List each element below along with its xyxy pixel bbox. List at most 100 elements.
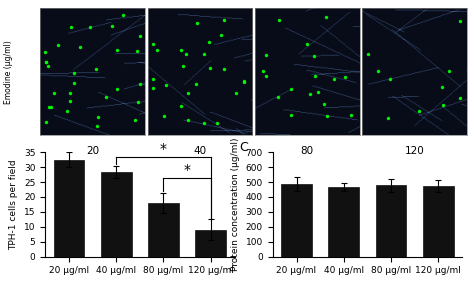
Point — [119, 13, 127, 17]
Text: 120: 120 — [405, 146, 424, 156]
Point — [149, 85, 157, 90]
Point — [220, 67, 228, 71]
Point — [193, 21, 201, 25]
Point — [95, 115, 102, 119]
Point — [263, 53, 270, 58]
Point — [50, 91, 58, 96]
Point — [438, 85, 446, 89]
Point — [86, 25, 93, 29]
Point — [179, 64, 187, 69]
Point — [66, 91, 74, 96]
Point — [41, 50, 49, 54]
Y-axis label: Protein concentration (μg/ml): Protein concentration (μg/ml) — [231, 138, 240, 271]
Point — [92, 67, 100, 71]
Point — [364, 51, 372, 56]
Point — [386, 77, 394, 81]
Point — [240, 80, 248, 85]
Point — [415, 109, 423, 113]
Point — [42, 60, 50, 65]
Point — [177, 104, 185, 108]
Point — [456, 96, 464, 100]
Point — [374, 69, 382, 73]
Point — [102, 95, 109, 100]
Point — [213, 121, 220, 126]
Point — [67, 25, 75, 30]
Point — [184, 91, 191, 96]
Point — [456, 19, 464, 23]
Text: 40: 40 — [193, 146, 207, 156]
Point — [331, 77, 338, 81]
Bar — [328, 187, 359, 257]
Point — [322, 15, 330, 19]
Point — [342, 74, 349, 79]
Point — [177, 48, 185, 53]
Point — [66, 99, 73, 103]
Point — [384, 116, 392, 120]
Point — [42, 120, 50, 124]
Point — [200, 51, 208, 56]
Point — [136, 81, 144, 86]
Point — [192, 81, 200, 86]
Point — [274, 95, 282, 100]
Point — [201, 120, 208, 125]
Bar — [281, 184, 312, 257]
Point — [76, 44, 83, 49]
Bar — [423, 186, 454, 257]
Point — [44, 64, 51, 69]
Bar — [375, 185, 406, 257]
Point — [134, 100, 142, 104]
Point — [206, 39, 213, 44]
Text: 20: 20 — [86, 146, 99, 156]
Point — [303, 42, 311, 47]
Text: *: * — [183, 163, 191, 177]
Point — [288, 113, 295, 117]
Point — [347, 113, 355, 117]
Point — [42, 59, 50, 64]
Text: *: * — [160, 142, 167, 156]
Point — [114, 48, 121, 53]
Point — [70, 71, 78, 76]
Point — [310, 54, 318, 58]
Bar — [101, 172, 132, 257]
Text: Emodine (μg/ml): Emodine (μg/ml) — [4, 40, 13, 104]
Point — [240, 78, 248, 83]
Point — [232, 91, 240, 96]
Point — [439, 103, 447, 107]
Point — [217, 32, 225, 37]
Text: C: C — [240, 141, 248, 154]
Point — [182, 52, 190, 57]
Point — [70, 81, 78, 85]
Point — [109, 24, 116, 28]
Point — [259, 69, 266, 73]
Point — [94, 124, 101, 128]
Point — [320, 102, 328, 107]
Point — [149, 42, 157, 47]
Point — [149, 77, 157, 81]
Point — [220, 18, 228, 23]
Point — [131, 118, 138, 123]
Text: 80: 80 — [301, 146, 314, 156]
Point — [207, 66, 214, 70]
Point — [307, 92, 314, 96]
Point — [160, 113, 168, 118]
Point — [163, 83, 170, 88]
Point — [153, 47, 161, 52]
Point — [323, 114, 331, 118]
Point — [134, 49, 141, 54]
Point — [275, 17, 283, 22]
Point — [445, 69, 452, 73]
Y-axis label: TPH-1 cells per field: TPH-1 cells per field — [9, 159, 18, 250]
Point — [114, 86, 121, 91]
Bar — [148, 203, 179, 257]
Point — [184, 118, 191, 123]
Point — [47, 105, 55, 109]
Bar — [195, 230, 226, 257]
Point — [263, 74, 270, 78]
Point — [287, 87, 295, 92]
Point — [314, 89, 322, 94]
Point — [63, 109, 71, 113]
Bar — [54, 160, 84, 257]
Point — [137, 34, 144, 38]
Point — [46, 105, 53, 109]
Point — [54, 43, 62, 47]
